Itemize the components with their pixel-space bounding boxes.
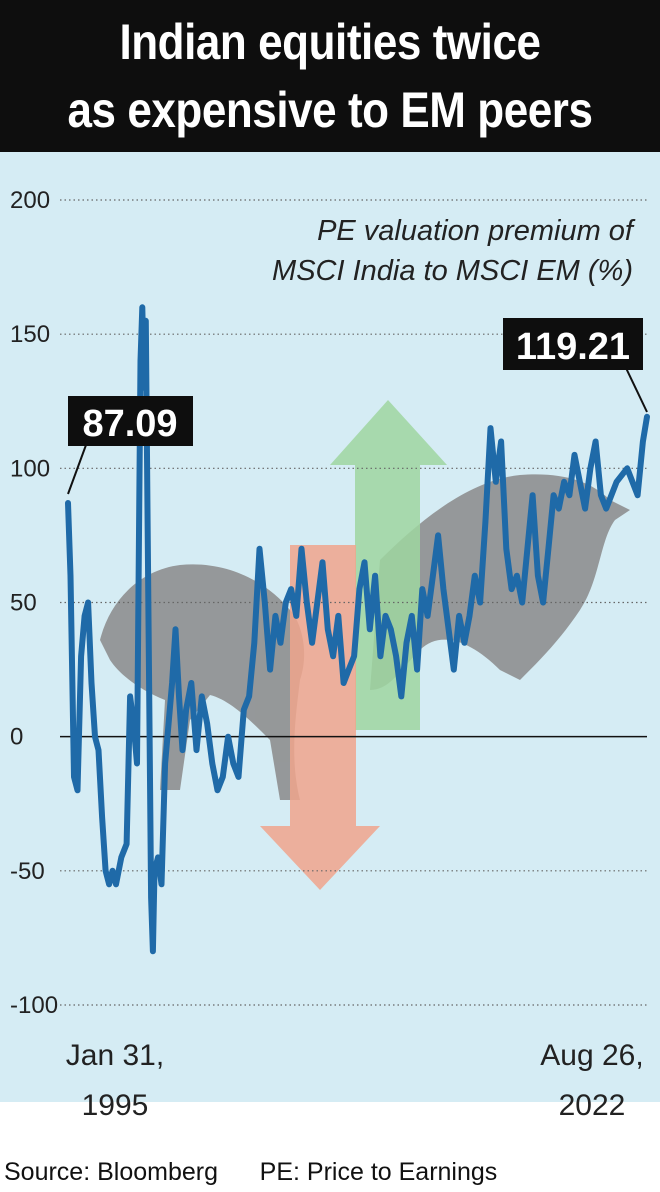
annotation-start: 87.09 (67, 396, 193, 495)
bull-silhouette (370, 474, 630, 690)
y-tick-label: -100 (10, 992, 58, 1019)
y-tick-label: 0 (10, 724, 23, 751)
chart-title-line-1: Indian equities twice (119, 14, 541, 70)
x-start-label-line-2: 1995 (82, 1089, 149, 1122)
y-tick-label: 50 (10, 590, 37, 617)
title-bar: Indian equities twice as expensive to EM… (0, 0, 660, 152)
series-line-pe-premium (65, 304, 650, 955)
y-tick-label: 100 (10, 455, 50, 482)
chart-title-line-2: as expensive to EM peers (67, 82, 593, 138)
x-end-label-line-2: 2022 (559, 1089, 626, 1122)
chart-subtitle-line-2: MSCI India to MSCI EM (%) (272, 255, 633, 287)
annotation-start-label: 87.09 (82, 403, 177, 445)
source-note: Source: Bloomberg PE: Price to Earnings (4, 1158, 498, 1186)
y-axis: 200 150 100 50 0 -50 -100 (10, 187, 58, 1019)
x-end-label-line-1: Aug 26, (540, 1039, 643, 1072)
y-tick-label: 150 (10, 321, 50, 348)
x-start-label-line-1: Jan 31, (66, 1039, 164, 1072)
grid (60, 199, 647, 1006)
annotation-end: 119.21 (503, 318, 648, 413)
y-tick-label: 200 (10, 187, 50, 214)
chart-subtitle-line-1: PE valuation premium of (317, 215, 636, 247)
y-tick-label: -50 (10, 858, 45, 885)
annotation-end-label: 119.21 (516, 326, 630, 368)
down-arrow (260, 545, 380, 890)
